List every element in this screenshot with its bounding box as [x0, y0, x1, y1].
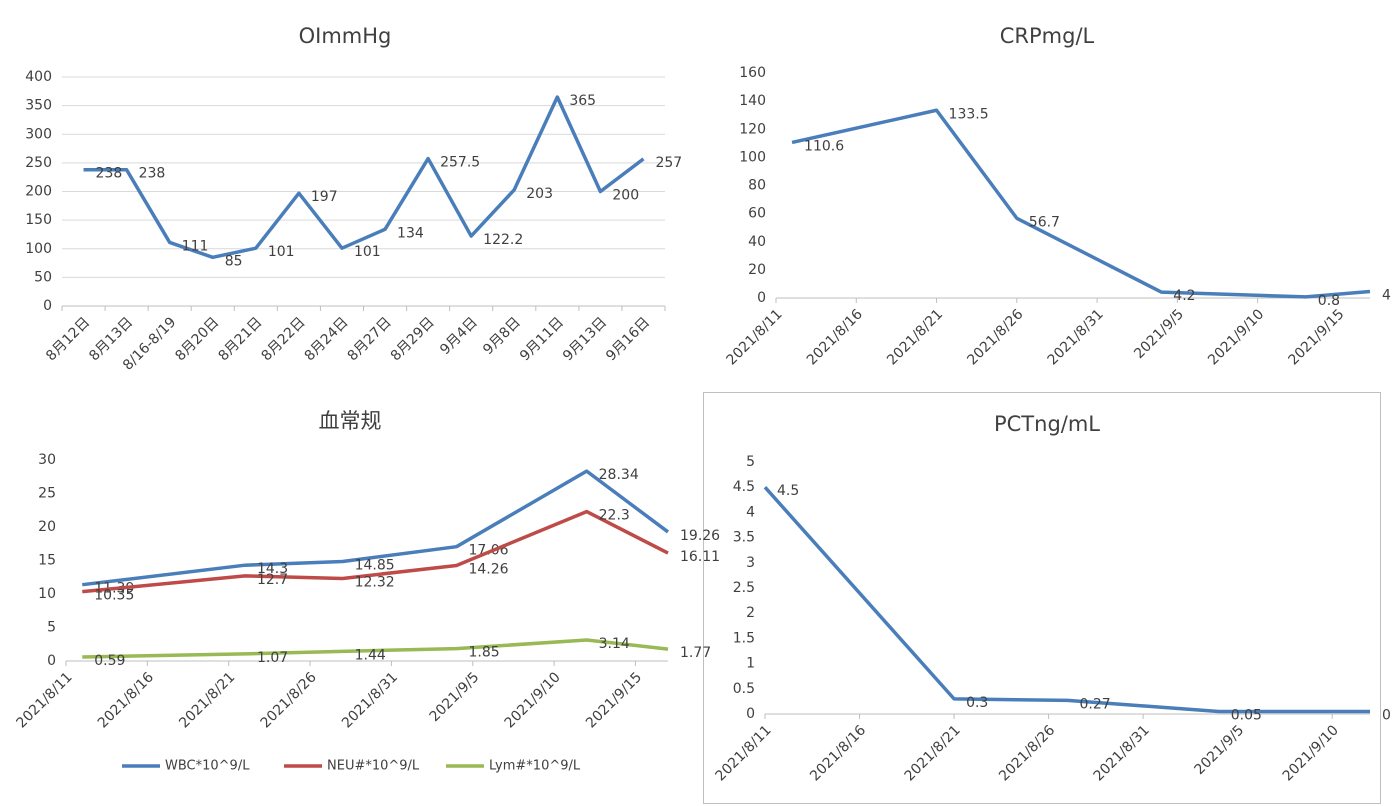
series-line [763, 486, 1370, 714]
series-line [82, 509, 669, 594]
y-tick-label: 350 [25, 98, 52, 114]
chart-title: PCTng/mL [994, 412, 1100, 436]
data-label: 133.5 [949, 106, 989, 122]
legend-label: WBC*10^9/L [165, 759, 250, 774]
y-tick-label: 20 [38, 519, 56, 535]
data-label: 257 [655, 155, 682, 171]
y-tick-label: 400 [25, 69, 52, 85]
series-line [82, 469, 670, 587]
data-label: 110.6 [804, 138, 844, 154]
data-label: 4.5 [777, 483, 799, 499]
data-label: 4.2 [1173, 288, 1195, 304]
data-label: 1.85 [468, 645, 499, 661]
data-label: 16.11 [680, 549, 720, 565]
y-tick-label: 2 [746, 605, 755, 621]
data-label: 238 [139, 166, 166, 182]
y-tick-label: 50 [34, 269, 52, 285]
data-label: 12.32 [355, 574, 395, 590]
y-tick-label: 25 [38, 486, 56, 502]
data-label: 4.6 [1382, 288, 1392, 304]
y-tick-label: 100 [739, 149, 766, 165]
data-label: 1.07 [257, 650, 288, 666]
y-tick-label: 4 [746, 504, 755, 520]
data-label: 22.3 [599, 508, 630, 524]
y-tick-label: 2.5 [733, 580, 755, 596]
data-label: 3.14 [599, 636, 630, 652]
panel-border [703, 392, 1381, 804]
y-tick-label: 250 [25, 155, 52, 171]
data-label: 365 [569, 93, 596, 109]
data-label: 1.77 [680, 645, 711, 661]
y-tick-label: 150 [25, 212, 52, 228]
y-tick-label: 120 [739, 121, 766, 137]
data-label: 200 [612, 188, 639, 204]
data-label: 203 [526, 186, 553, 202]
y-tick-label: 0 [746, 706, 755, 722]
data-label: 0.59 [94, 653, 125, 669]
y-tick-label: 5 [47, 620, 56, 636]
y-tick-label: 30 [38, 452, 56, 468]
y-tick-label: 80 [748, 178, 766, 194]
y-tick-label: 140 [739, 93, 766, 109]
data-label: 14.85 [355, 558, 395, 574]
y-tick-label: 1 [746, 656, 755, 672]
y-tick-label: 3.5 [733, 530, 755, 546]
data-label: 122.2 [483, 232, 523, 248]
data-label: 0.27 [1080, 696, 1111, 712]
y-tick-label: 200 [25, 184, 52, 200]
y-tick-label: 4.5 [733, 479, 755, 495]
chart-title: CRPmg/L [1000, 24, 1095, 48]
series-line [82, 638, 669, 659]
y-tick-label: 40 [748, 234, 766, 250]
chart-title: OImmHg [299, 24, 392, 48]
y-tick-label: 1.5 [733, 630, 755, 646]
y-tick-label: 100 [25, 241, 52, 257]
y-tick-label: 0 [43, 298, 52, 314]
y-tick-label: 0 [47, 653, 56, 669]
y-tick-label: 160 [739, 65, 766, 81]
y-tick-label: 10 [38, 586, 56, 602]
data-label: 257.5 [440, 155, 480, 171]
legend-label: Lym#*10^9/L [489, 759, 581, 774]
data-label: 12.7 [257, 572, 288, 588]
data-label: 19.26 [680, 528, 720, 544]
y-tick-label: 60 [748, 206, 766, 222]
data-label: 0.05 [1231, 707, 1262, 723]
data-label: 14.3 [257, 561, 288, 577]
data-label: 1.44 [355, 647, 386, 663]
data-label: 101 [268, 244, 295, 260]
data-label: 56.7 [1029, 214, 1060, 230]
data-label: 14.26 [468, 561, 508, 577]
y-tick-label: 20 [748, 262, 766, 278]
data-label: 0.3 [966, 695, 988, 711]
y-tick-label: 3 [746, 555, 755, 571]
data-label: 111 [182, 238, 209, 254]
y-tick-label: 0.5 [733, 681, 755, 697]
data-label: 101 [354, 244, 381, 260]
legend-label: NEU#*10^9/L [327, 759, 420, 774]
data-label: 0.05 [1382, 707, 1392, 723]
data-label: 85 [225, 253, 243, 269]
y-tick-label: 300 [25, 126, 52, 142]
series-line [791, 108, 1371, 299]
y-tick-label: 15 [38, 553, 56, 569]
data-label: 28.34 [599, 467, 639, 483]
series-line [83, 95, 645, 260]
data-label: 134 [397, 225, 424, 241]
data-label: 238 [96, 166, 123, 182]
y-tick-label: 5 [746, 454, 755, 470]
y-tick-label: 0 [757, 290, 766, 306]
data-label: 10.35 [94, 588, 134, 604]
chart-title: 血常规 [319, 409, 382, 433]
data-label: 197 [311, 189, 338, 205]
data-label: 0.8 [1318, 293, 1340, 309]
